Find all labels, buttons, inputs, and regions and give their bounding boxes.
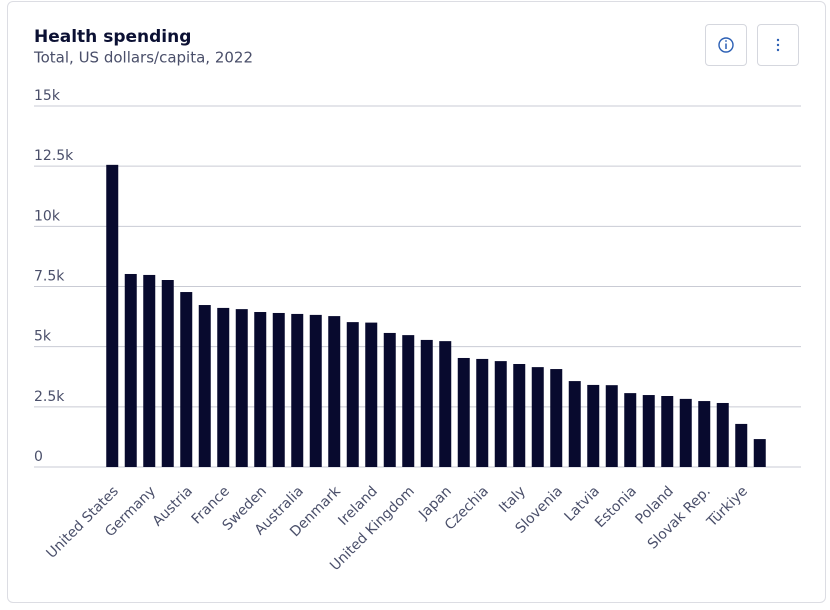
bar: [402, 335, 415, 467]
info-button[interactable]: [705, 24, 747, 66]
bar: [550, 369, 563, 467]
x-tick-label: Estonia: [592, 483, 640, 531]
bar: [661, 396, 674, 467]
bar: [143, 274, 156, 467]
bar: [605, 385, 618, 467]
y-tick-label: 12.5k: [34, 148, 74, 164]
bar: [642, 395, 655, 467]
bar: [235, 309, 248, 467]
bar: [531, 367, 544, 467]
y-tick-label: 0: [34, 449, 43, 465]
y-tick-label: 7.5k: [34, 269, 65, 285]
x-tick-label: Türkiye: [703, 483, 750, 530]
bar: [753, 439, 766, 467]
bar: [328, 316, 341, 467]
bar: [198, 305, 211, 467]
bar: [457, 357, 470, 467]
bar: [624, 393, 637, 467]
bar: [568, 381, 581, 467]
bar: [217, 307, 230, 467]
bar: [476, 358, 489, 467]
bar: [254, 312, 267, 467]
bar: [383, 332, 396, 467]
bar: [309, 314, 322, 467]
bar: [365, 322, 378, 467]
y-tick-label: 5k: [34, 329, 52, 345]
bar: [180, 292, 193, 467]
bar: [346, 322, 359, 467]
y-tick-label: 15k: [34, 88, 61, 104]
bar: [124, 273, 137, 467]
chart-title: Health spending: [34, 27, 191, 47]
bar: [698, 401, 711, 467]
x-tick-label: Italy: [496, 483, 529, 516]
bar: [716, 402, 729, 467]
bar: [679, 398, 692, 467]
x-tick-label: Austria: [150, 483, 196, 529]
y-tick-label: 2.5k: [34, 389, 65, 405]
bar: [161, 280, 174, 467]
bar: [272, 312, 285, 467]
bar: [513, 363, 526, 467]
bar: [735, 423, 748, 467]
menu-icon: [776, 38, 780, 52]
bar: [420, 339, 433, 467]
bar: [439, 341, 452, 467]
info-icon: [718, 37, 734, 53]
bar: [587, 384, 600, 467]
bar: [291, 313, 304, 467]
bar: [494, 361, 507, 467]
chart-subtitle: Total, US dollars/capita, 2022: [33, 49, 253, 67]
menu-button[interactable]: [757, 24, 799, 66]
y-tick-label: 10k: [34, 208, 61, 224]
bar: [106, 164, 119, 467]
chart-card: [7, 1, 826, 603]
